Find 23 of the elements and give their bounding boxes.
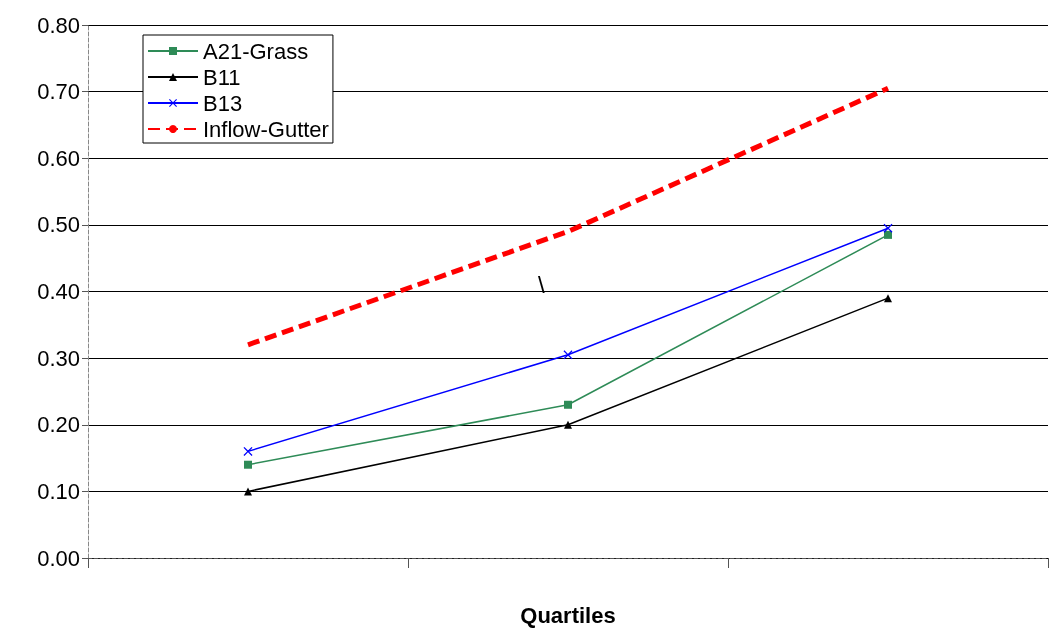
y-tick-label: 0.30	[37, 345, 80, 371]
y-tick-label: 0.60	[37, 145, 80, 171]
point	[244, 487, 252, 496]
point	[884, 294, 892, 303]
point	[563, 350, 573, 360]
y-tick-label: 0.40	[37, 279, 80, 304]
y-tick-label: 0.70	[37, 79, 80, 105]
point	[564, 420, 572, 429]
x-axis-title: Quartiles	[520, 602, 616, 628]
y-tick-label: 0.10	[37, 478, 80, 504]
legend-label: A21-Grass	[203, 38, 309, 64]
point	[243, 446, 253, 456]
y-tick-label: 0.50	[37, 212, 80, 238]
point	[564, 400, 572, 409]
legend-label: Inflow-Gutter	[203, 116, 329, 142]
legend-label: B11	[203, 64, 241, 90]
y-tick-label: 0.80	[37, 12, 80, 38]
y-tick-label: 0.20	[37, 412, 80, 438]
y-tick-label: 0.00	[37, 545, 80, 571]
point	[883, 223, 893, 233]
point	[244, 460, 252, 469]
point	[884, 230, 892, 239]
legend-label: B13	[203, 90, 243, 116]
